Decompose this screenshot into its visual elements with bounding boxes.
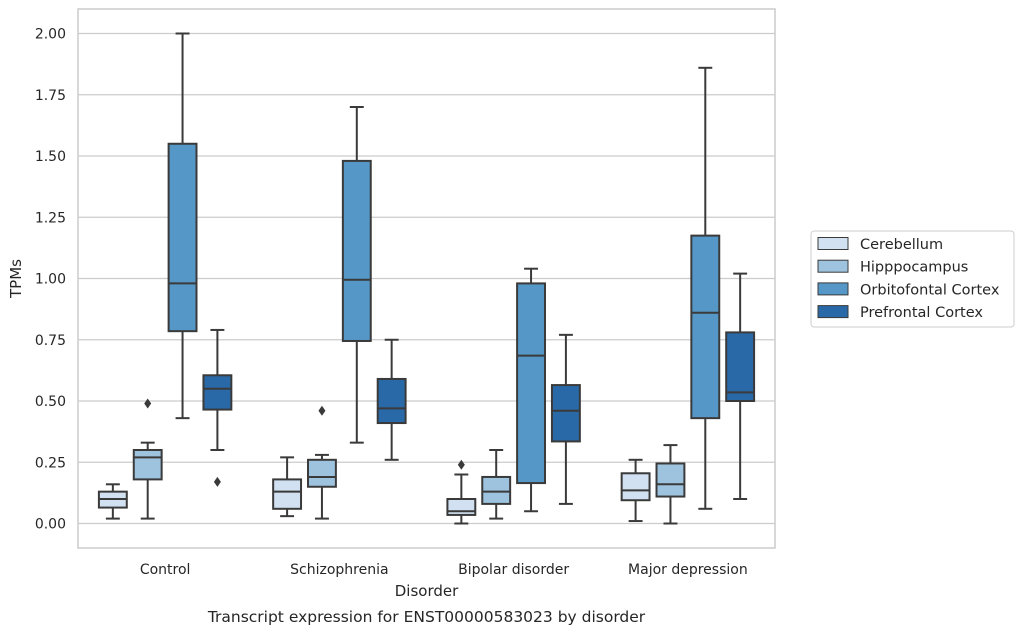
outlier-point	[318, 405, 326, 416]
y-tick-label: 1.75	[35, 88, 66, 104]
box-prefrontal-cortex	[376, 338, 407, 461]
x-tick-label: Schizophrenia	[290, 562, 388, 578]
legend-swatch	[817, 259, 849, 273]
box-orbitofontal-cortex	[167, 32, 198, 420]
box-iqr	[550, 384, 581, 443]
y-tick-label: 0.25	[35, 455, 66, 471]
box-iqr	[376, 377, 407, 425]
legend-label: Hipppocampus	[860, 260, 968, 276]
plot-frame	[77, 8, 776, 549]
y-tick-label: 2.00	[35, 27, 66, 43]
y-axis-ticks: 0.00 0.25 0.50 0.75 1.00 1.25 1.50 1.75 2.00	[35, 27, 66, 533]
legend-frame	[810, 230, 1015, 328]
box-hipppocampus	[655, 444, 686, 525]
box-orbitofontal-cortex	[516, 267, 546, 513]
x-tick-label: Bipolar disorder	[458, 562, 569, 578]
x-axis-ticks: Control Schizophrenia Bipolar disorder Majo…	[140, 562, 748, 578]
y-tick-label: 1.25	[35, 210, 66, 226]
chart-caption: Transcript expression for ENST0000058302…	[207, 608, 646, 626]
box-iqr	[655, 462, 686, 498]
box-iqr	[272, 478, 303, 510]
y-tick-label: 1.50	[35, 149, 66, 165]
box-orbitofontal-cortex	[690, 66, 721, 510]
box-cerebellum	[272, 456, 303, 518]
legend-swatch	[817, 237, 849, 250]
box-hipppocampus	[132, 398, 163, 520]
legend-label: Prefrontal Cortex	[860, 305, 983, 321]
box-cerebellum	[446, 459, 477, 525]
x-tick-label: Control	[140, 562, 191, 578]
box-iqr	[167, 142, 198, 333]
outlier-point	[457, 459, 465, 470]
box-prefrontal-cortex	[202, 328, 233, 487]
legend-label: Cerebellum	[860, 237, 943, 253]
y-axis-label: TPMs	[7, 259, 25, 299]
outlier-point	[213, 476, 221, 487]
legend: Cerebellum Hipppocampus Orbitofontal Corte…	[810, 230, 1015, 328]
box-cerebellum	[97, 483, 128, 520]
box-iqr	[202, 374, 233, 411]
y-tick-label: 0.00	[35, 517, 66, 533]
x-tick-label: Major depression	[628, 562, 748, 578]
plot-boxes	[97, 32, 756, 525]
box-prefrontal-cortex	[550, 333, 581, 505]
box-hipppocampus	[307, 405, 337, 520]
box-prefrontal-cortex	[725, 272, 756, 500]
box-iqr	[446, 498, 477, 516]
box-iqr	[307, 458, 337, 488]
box-iqr	[620, 472, 651, 502]
box-orbitofontal-cortex	[341, 106, 372, 444]
box-iqr	[516, 282, 546, 485]
x-axis-label: Disorder	[395, 582, 459, 600]
legend-swatch	[817, 282, 849, 296]
box-cerebellum	[620, 458, 651, 523]
box-iqr	[725, 331, 756, 402]
box-iqr	[132, 449, 163, 481]
legend-label: Orbitofontal Cortex	[860, 282, 1000, 298]
box-iqr	[690, 234, 721, 420]
y-tick-label: 0.50	[35, 394, 66, 410]
box-hipppocampus	[481, 449, 512, 520]
legend-swatch	[817, 305, 849, 319]
box-iqr	[341, 159, 372, 342]
outlier-point	[144, 398, 152, 409]
y-tick-label: 1.00	[35, 272, 66, 288]
y-tick-label: 0.75	[35, 333, 66, 349]
box-iqr	[481, 475, 512, 505]
